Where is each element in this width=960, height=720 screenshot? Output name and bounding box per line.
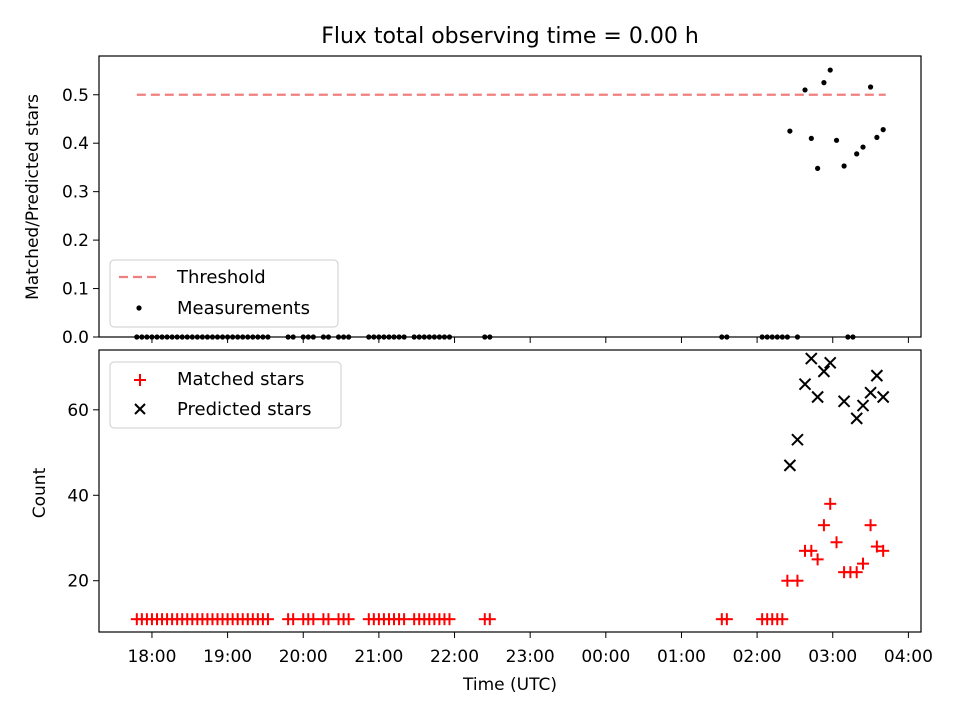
legend-matched-label: Matched stars: [177, 369, 304, 390]
bottom-matched-point: [824, 497, 837, 510]
bottom-xtick-label: 01:00: [657, 647, 706, 667]
chart-title: Flux total observing time = 0.00 h: [321, 24, 699, 49]
top-axes-frame: [98, 55, 922, 338]
top-ytick-label: 0.4: [62, 134, 89, 154]
top-plot-area: 0.0 0.1 0.2 0.3 0.4 0.5: [62, 55, 922, 348]
bottom-matched-point: [811, 553, 824, 566]
bottom-matched-point: [791, 574, 804, 587]
bottom-matched-point: [781, 574, 794, 587]
legend-measurements-label: Measurements: [177, 298, 310, 319]
bottom-plot-area: 20 40 60 18:00 19:00 20:00 21:00 22:00 23:00 00:0…: [67, 349, 933, 667]
top-measurement-point: [880, 127, 886, 133]
bottom-matched-point: [830, 536, 843, 549]
x-axis-label: Time (UTC): [462, 675, 557, 695]
bottom-matched-point: [287, 613, 300, 626]
legend-predicted-label: Predicted stars: [177, 399, 311, 420]
bottom-matched-point: [817, 519, 830, 532]
bottom-xtick-label: 03:00: [808, 647, 857, 667]
bottom-xtick-label: 22:00: [430, 647, 479, 667]
bottom-predicted-point: [817, 365, 831, 378]
bottom-matched-point: [870, 540, 883, 553]
top-measurement-point: [808, 135, 814, 141]
bottom-predicted-point: [805, 352, 818, 365]
bottom-xtick-label: 20:00: [279, 647, 328, 667]
bottom-predicted-point: [864, 386, 877, 399]
bottom-matched-point: [483, 613, 496, 626]
bottom-matched-point: [307, 613, 320, 626]
top-measurement-point: [860, 144, 866, 150]
top-measurement-point: [827, 67, 833, 73]
top-ytick-label: 0.0: [62, 328, 89, 348]
bottom-predicted-point: [824, 356, 837, 370]
bottom-predicted-point: [856, 399, 870, 412]
bottom-matched-point: [850, 566, 863, 579]
legend-threshold-label: Threshold: [176, 267, 266, 288]
bottom-predicted-point: [850, 412, 863, 425]
top-legend: Threshold Measurements: [109, 259, 339, 328]
bottom-predicted-point: [798, 377, 812, 391]
bottom-matched-point: [857, 557, 870, 570]
legend-matched-swatch: [134, 374, 146, 386]
top-measurement-point: [787, 128, 793, 134]
top-ytick-label: 0.2: [62, 231, 89, 251]
top-ytick-label: 0.5: [62, 86, 89, 106]
top-y-axis-label: Matched/Predicted stars: [23, 94, 43, 300]
bottom-predicted-point: [870, 369, 884, 382]
bottom-xtick-label: 02:00: [733, 647, 782, 667]
top-measurement-point: [815, 165, 821, 171]
bottom-matched-point: [342, 613, 355, 626]
bottom-xtick-label: 04:00: [884, 647, 933, 667]
legend-measurements-swatch: [136, 305, 142, 311]
top-measurement-point: [802, 87, 808, 93]
bottom-xtick-label: 00:00: [581, 647, 630, 667]
bottom-matched-point: [443, 613, 456, 626]
bottom-legend: Matched stars Predicted stars: [109, 361, 342, 429]
bottom-matched-point: [805, 544, 818, 557]
top-measurement-point: [841, 163, 847, 169]
bottom-matched-point: [864, 519, 877, 532]
bottom-legend-box: [109, 361, 342, 429]
top-measurement-point: [867, 84, 874, 90]
top-legend-box: [109, 259, 339, 328]
top-ytick-label: 0.1: [62, 280, 89, 300]
bottom-matched-point: [776, 613, 789, 626]
bottom-matched-point: [261, 613, 274, 626]
bottom-xtick-label: 23:00: [506, 647, 555, 667]
bottom-predicted-point: [837, 395, 851, 408]
top-measurement-point: [833, 137, 840, 143]
bottom-ytick-label: 40: [67, 486, 89, 506]
bottom-ytick-label: 60: [67, 401, 89, 421]
top-measurement-point: [821, 80, 827, 86]
bottom-axes-frame: [98, 349, 922, 633]
bottom-y-axis-label: Count: [30, 467, 50, 518]
bottom-matched-point: [877, 544, 890, 557]
bottom-ytick-label: 20: [67, 572, 89, 592]
top-measurement-point: [854, 151, 860, 157]
bottom-matched-point: [398, 613, 411, 626]
bottom-matched-point: [720, 613, 733, 626]
bottom-predicted-point: [876, 390, 890, 404]
top-ytick-label: 0.3: [62, 183, 89, 203]
bottom-predicted-point: [811, 390, 824, 404]
legend-predicted-swatch: [134, 403, 146, 415]
bottom-matched-point: [322, 613, 335, 626]
bottom-xtick-label: 21:00: [354, 647, 403, 667]
bottom-predicted-point: [791, 433, 804, 446]
top-measurement-point: [874, 134, 880, 140]
bottom-predicted-point: [783, 459, 797, 472]
bottom-xtick-label: 18:00: [127, 647, 176, 667]
bottom-xtick-label: 19:00: [203, 647, 252, 667]
